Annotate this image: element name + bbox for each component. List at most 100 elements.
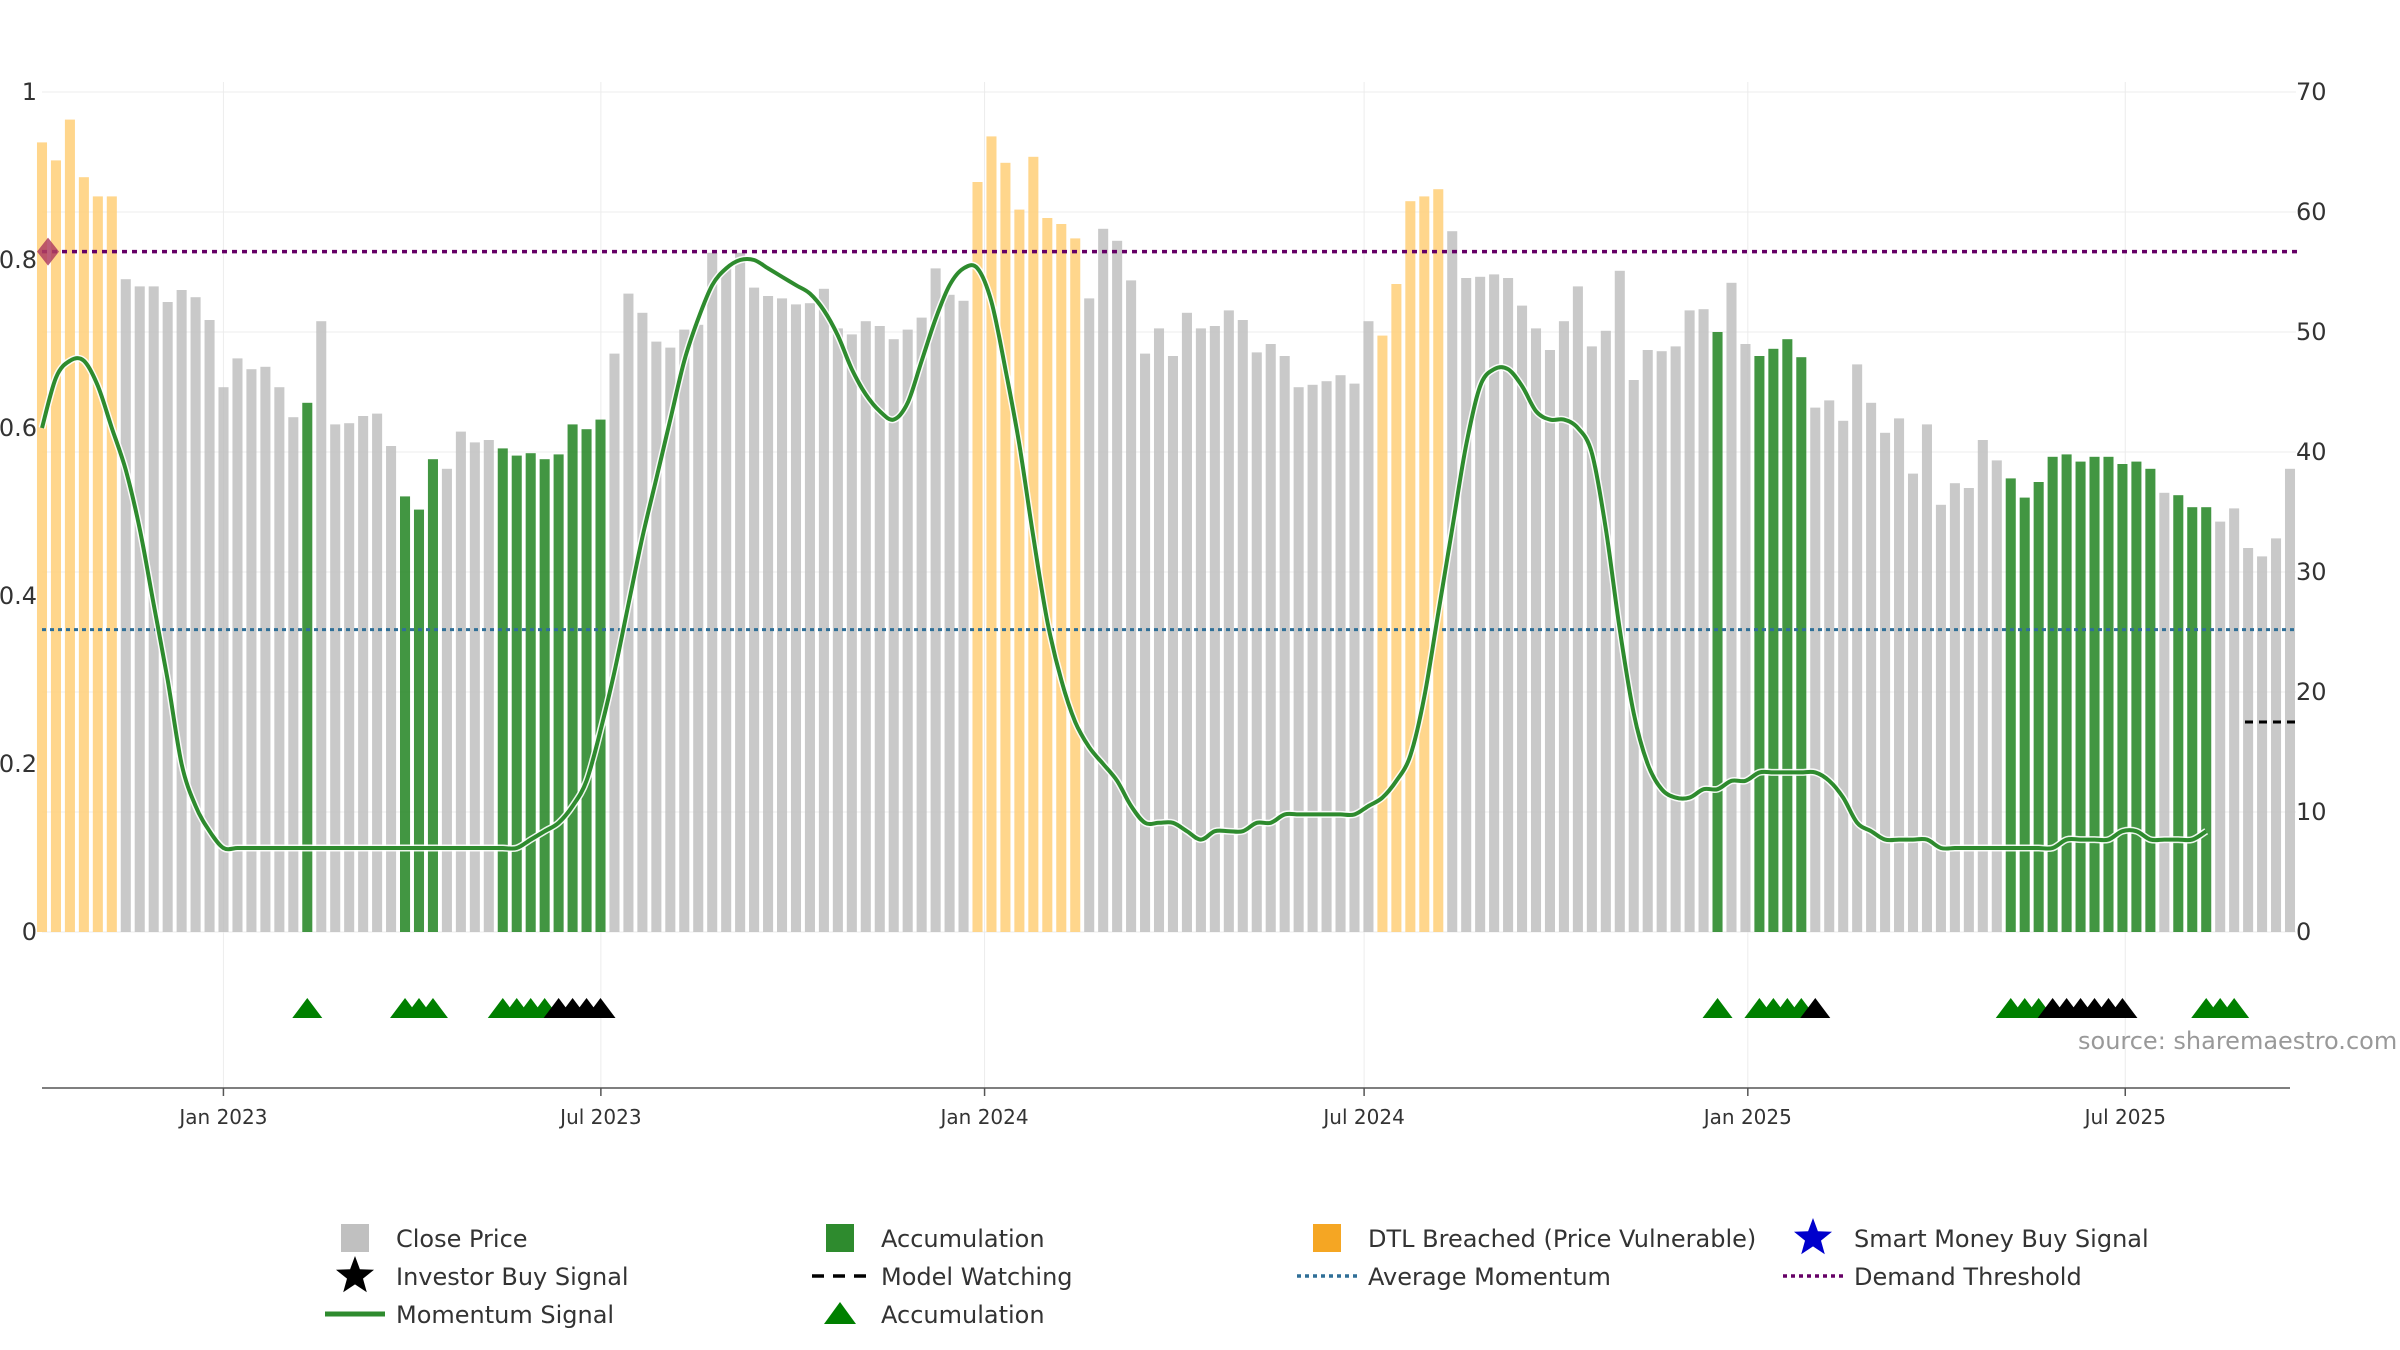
bar-close — [1810, 407, 1821, 933]
bar-close — [1628, 380, 1639, 932]
bar-close — [1684, 310, 1695, 932]
bar-close — [218, 387, 229, 932]
bar-close — [204, 320, 215, 932]
bar-close — [1098, 228, 1109, 933]
bar-acc — [1768, 348, 1779, 932]
bar-close — [2284, 468, 2296, 932]
bar-dtl — [64, 119, 75, 933]
legend-acc_triangle-label: Accumulation — [881, 1301, 1045, 1329]
bar-acc — [2005, 478, 2016, 932]
bar-close — [1153, 328, 1165, 932]
bar-acc — [413, 509, 425, 932]
bar-close — [260, 366, 271, 932]
bar-close — [288, 417, 299, 932]
left-tick-label: 1 — [22, 78, 37, 106]
bar-close — [1558, 321, 1569, 932]
bar-close — [1140, 353, 1151, 933]
bar-close — [1852, 364, 1863, 932]
bar-close — [344, 423, 355, 932]
bar-dtl — [92, 196, 103, 932]
bar-close — [1586, 346, 1597, 932]
bar-close — [860, 321, 871, 932]
bar-close — [469, 442, 480, 932]
bar-acc — [567, 424, 578, 932]
bar-acc — [2033, 482, 2044, 932]
bar-close — [483, 440, 494, 932]
bar-close — [1489, 274, 1500, 932]
bar-close — [1475, 276, 1486, 932]
bar-dtl — [1433, 189, 1444, 932]
left-tick-label: 0.2 — [0, 750, 37, 778]
bar-acc — [497, 448, 508, 932]
signal-markers — [37, 237, 2250, 1018]
bar-close — [1321, 381, 1332, 932]
bar-close — [1949, 483, 1960, 932]
bar-close — [637, 312, 648, 932]
bar-dtl — [1405, 201, 1416, 932]
bar-close — [1921, 424, 1932, 932]
bar-close — [888, 339, 899, 932]
bar-acc — [525, 453, 536, 932]
bar-close — [2271, 538, 2282, 932]
bar-acc — [539, 459, 550, 932]
bar-close — [246, 369, 257, 932]
bar-close — [190, 297, 201, 932]
bar-close — [372, 413, 383, 933]
bar-acc — [1754, 356, 1765, 932]
bar-acc — [2061, 454, 2072, 932]
bar-close — [1209, 326, 1220, 932]
bar-close — [316, 321, 327, 932]
bar-close — [944, 294, 955, 932]
bar-close — [749, 287, 760, 933]
bar-close — [1894, 418, 1905, 932]
bar-close — [651, 341, 662, 933]
legend-average-label: Average Momentum — [1368, 1263, 1611, 1291]
bar-acc — [1782, 339, 1793, 932]
bar-close — [2243, 548, 2254, 932]
right-tick-label: 60 — [2296, 198, 2327, 226]
accumulation-triangle-marker — [292, 998, 323, 1018]
legend-dtl-label: DTL Breached (Price Vulnerable) — [1368, 1225, 1756, 1253]
bar-dtl — [50, 160, 61, 932]
bar-close — [1642, 350, 1653, 932]
legend-threshold-label: Demand Threshold — [1854, 1263, 2082, 1291]
signal-lines — [38, 249, 2298, 853]
legend-accumulation-swatch — [826, 1224, 854, 1252]
axes: Jan 2023 Jul 2023 Jan 2024 Jul 2024 Jan 2025… — [0, 78, 2327, 1129]
bar-acc — [2131, 461, 2142, 932]
legend-dtl-swatch — [1313, 1224, 1341, 1252]
bar-close — [1517, 305, 1528, 933]
investor-buy-triangle-marker — [2107, 998, 2138, 1018]
left-tick-label: 0.6 — [0, 414, 37, 442]
bar-close — [1307, 384, 1318, 932]
bar-close — [1838, 420, 1849, 932]
bar-close — [455, 431, 466, 932]
right-tick-label: 10 — [2296, 798, 2327, 826]
bar-dtl — [1000, 162, 1011, 933]
right-tick-label: 20 — [2296, 678, 2327, 706]
right-tick-label: 30 — [2296, 558, 2327, 586]
bar-close — [358, 416, 369, 932]
accumulation-triangle-marker — [1702, 998, 1733, 1018]
bar-close — [930, 268, 941, 932]
bar-close — [1363, 321, 1374, 932]
bar-close — [1670, 346, 1681, 932]
bar-close — [1935, 504, 1946, 932]
x-tick-label: Jan 2023 — [177, 1105, 267, 1129]
bar-acc — [581, 429, 592, 932]
bar-dtl — [972, 182, 983, 932]
bar-close — [232, 358, 243, 932]
bar-close — [804, 303, 815, 932]
bar-dtl — [78, 177, 89, 932]
bar-close — [735, 252, 746, 933]
bar-close — [2229, 508, 2240, 932]
legend-watching-label: Model Watching — [881, 1263, 1073, 1291]
bar-close — [721, 268, 732, 932]
legend-accumulation-label: Accumulation — [881, 1225, 1045, 1253]
bar-close — [1265, 344, 1276, 932]
bar-close — [1907, 473, 1919, 932]
x-tick-label: Jul 2025 — [2083, 1105, 2166, 1129]
right-tick-label: 40 — [2296, 438, 2327, 466]
bar-close — [958, 300, 969, 932]
